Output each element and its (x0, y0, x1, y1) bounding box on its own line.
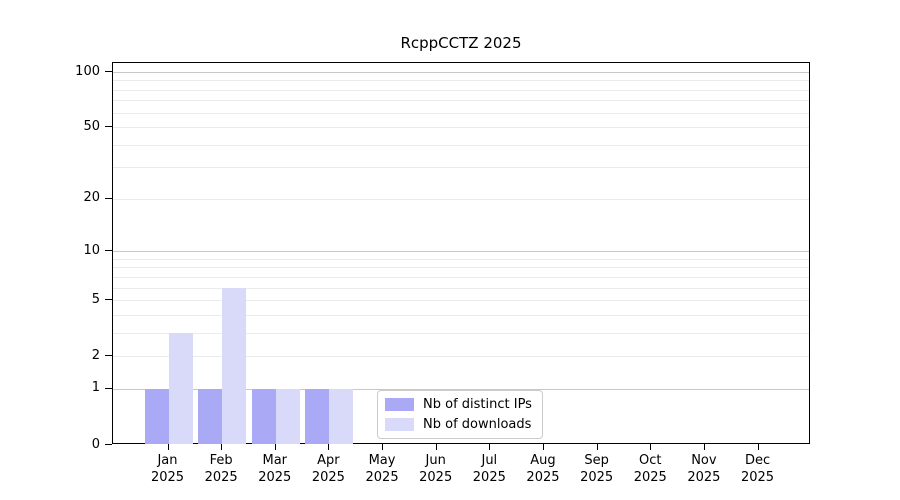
x-axis-tick-label: Jun 2025 (419, 453, 453, 485)
gridline-minor (113, 356, 809, 358)
y-axis-tick-label: 5 (91, 291, 100, 307)
y-axis-tick (105, 299, 112, 301)
x-axis-tick (167, 444, 169, 450)
y-axis-tick (105, 355, 112, 357)
y-axis-tick (105, 126, 112, 128)
gridline-major (113, 251, 809, 253)
x-axis-tick-label: Apr 2025 (311, 453, 345, 485)
gridline-minor (113, 100, 809, 102)
y-axis-tick-label: 2 (91, 347, 100, 363)
gridline-minor (113, 112, 809, 114)
bar-distinct-ips-mar (251, 388, 276, 444)
y-axis-tick-label: 100 (75, 63, 100, 79)
y-axis-tick-label: 50 (83, 118, 100, 134)
x-axis-tick (435, 444, 437, 450)
y-axis-tick (105, 71, 112, 72)
y-axis-tick-label: 1 (91, 380, 100, 396)
gridline-major (113, 388, 809, 390)
x-axis-tick-label: Jan 2025 (150, 453, 185, 485)
x-axis-tick (703, 444, 705, 450)
x-axis-tick (757, 444, 759, 450)
gridline-minor (113, 89, 809, 91)
gridline-minor (113, 80, 809, 82)
gridline-major (113, 72, 809, 73)
bar-distinct-ips-feb (198, 388, 223, 444)
y-axis-tick-label: 10 (83, 242, 100, 258)
bar-downloads-jan (168, 332, 193, 444)
y-axis-tick (105, 250, 112, 252)
x-axis-tick-label: Sep 2025 (580, 453, 614, 485)
x-axis-tick-label: Jul 2025 (472, 453, 506, 485)
x-axis-tick (328, 444, 330, 450)
x-axis-tick-label: Aug 2025 (526, 453, 560, 485)
x-axis-tick (489, 444, 491, 450)
gridline-minor (113, 267, 809, 269)
x-axis-tick-label: Dec 2025 (740, 453, 775, 485)
x-axis-tick-label: Mar 2025 (258, 453, 292, 485)
x-axis-tick (542, 444, 544, 450)
gridline-minor (113, 332, 809, 334)
gridline-minor (113, 258, 809, 260)
x-axis-tick-label: Feb 2025 (204, 453, 238, 485)
bar-distinct-ips-apr (305, 388, 330, 444)
y-axis-tick (105, 387, 112, 389)
legend-item-distinct-ips: Nb of distinct IPs (385, 397, 532, 412)
x-axis-tick-label: May 2025 (365, 453, 399, 485)
gridline-minor (113, 198, 809, 200)
plot-area (112, 62, 810, 444)
legend-swatch-downloads (385, 418, 414, 431)
y-axis-tick-label: 20 (83, 190, 100, 206)
gridline-minor (113, 287, 809, 289)
chart-title: RcppCCTZ 2025 (400, 34, 522, 52)
gridline-minor (113, 144, 809, 146)
legend-label-downloads: Nb of downloads (423, 417, 532, 432)
y-axis-tick-label: 0 (91, 436, 100, 452)
x-axis-tick (382, 444, 384, 450)
gridline-minor (113, 314, 809, 316)
legend: Nb of distinct IPs Nb of downloads (377, 390, 543, 439)
bar-downloads-feb (222, 287, 247, 444)
x-axis-tick (221, 444, 223, 450)
x-axis-tick-label: Nov 2025 (687, 453, 721, 485)
y-axis-tick (105, 444, 112, 445)
legend-label-distinct-ips: Nb of distinct IPs (423, 397, 532, 412)
legend-item-downloads: Nb of downloads (385, 417, 532, 432)
gridline-minor (113, 127, 809, 129)
bar-downloads-apr (329, 388, 354, 444)
x-axis-tick (596, 444, 598, 450)
gridline-minor (113, 300, 809, 302)
x-axis-tick (650, 444, 652, 450)
x-axis-tick-label: Oct 2025 (633, 453, 667, 485)
y-axis-tick (105, 197, 112, 199)
gridline-minor (113, 167, 809, 169)
bar-distinct-ips-jan (144, 388, 169, 444)
x-axis-tick (274, 444, 276, 450)
bar-downloads-mar (275, 388, 300, 444)
gridline-minor (113, 276, 809, 278)
legend-swatch-distinct-ips (385, 398, 414, 411)
